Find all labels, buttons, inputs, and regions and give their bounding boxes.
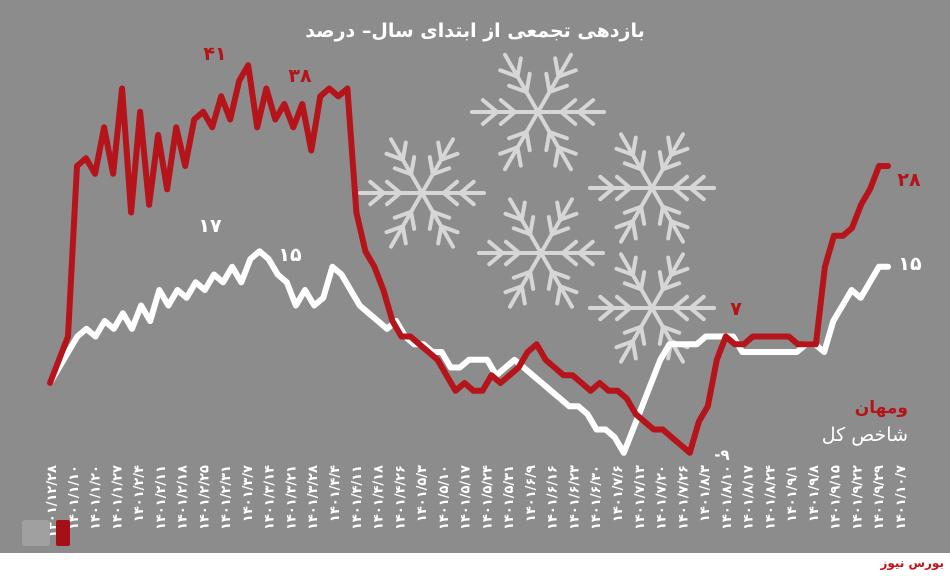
snowflake-decoration [358, 52, 716, 364]
watermark-icon [22, 520, 70, 546]
x-tick-label: ۱۴۰۱/۸/۳ [698, 465, 713, 522]
snowflake-icon [477, 197, 605, 309]
snowflake-icon [588, 252, 716, 364]
data-label: ۱۵ [278, 244, 302, 266]
data-label: ۳۸ [288, 65, 312, 87]
watermark-logo [22, 516, 102, 550]
x-tick-label: ۱۴۰۱/۹/۲۹ [872, 465, 887, 530]
x-tick-label: ۱۴۰۱/۵/۱۷ [459, 465, 474, 530]
x-tick-label: ۱۴۰۱/۲/۴ [132, 465, 147, 522]
data-label: ۱۵ [898, 253, 922, 275]
x-tick-label: ۱۴۰۱/۶/۹ [524, 465, 539, 522]
x-tick-label: ۱۴۰۱/۴/۴ [328, 465, 343, 522]
x-tick-label: ۱۴۰۱/۵/۲۴ [480, 465, 495, 530]
x-tick-label: ۱۴۰۱/۸/۱۰ [720, 465, 735, 530]
x-tick-label: ۱۴۰۱/۸/۲۴ [763, 465, 778, 530]
data-label: ۱۷ [198, 215, 222, 237]
data-label: ۲۸ [897, 169, 921, 191]
snowflake-icon [588, 132, 716, 244]
x-tick-label: ۱۴۰۱/۶/۳۰ [589, 465, 604, 530]
x-tick-label: ۱۴۰۱/۱/۲۷ [110, 465, 125, 530]
legend-series-total-index: شاخص کل [821, 424, 908, 446]
chart-panel [0, 0, 950, 553]
x-tick-label: ۱۴۰۱/۷/۱۳ [633, 465, 648, 530]
x-tick-label: ۱۴۰۱/۲/۳۱ [219, 465, 234, 530]
x-tick-label: ۱۴۰۱/۳/۲۸ [306, 465, 321, 530]
data-label: -۹ [714, 446, 729, 464]
series-lines [47, 62, 891, 456]
series-line-vamehan [47, 62, 891, 456]
x-tick-label: ۱۴۰۱/۵/۱۰ [437, 465, 452, 530]
x-tick-label: ۱۴۰۱/۴/۱۱ [350, 465, 365, 530]
x-tick-label: ۱۴۰۱/۷/۲۰ [655, 465, 670, 530]
x-tick-label: ۱۴۰۱/۷/۲۶ [676, 465, 691, 530]
chart-title: بازدهی تجمعی از ابتدای سال– درصد [305, 20, 645, 42]
data-label: ۴۱ [203, 43, 226, 65]
series-line-total-index [47, 248, 891, 456]
snowflake-icon [358, 137, 486, 249]
x-tick-label: ۱۴۰۱/۹/۱۵ [829, 465, 844, 530]
x-tick-label: ۱۴۰۱/۲/۲۵ [197, 465, 212, 530]
x-tick-label: ۱۴۰۱/۹/۱ [785, 465, 800, 522]
x-tick-label: ۱۴۰۱/۱/۲۰ [89, 465, 104, 530]
x-tick-label: ۱۴۰۱/۹/۲۲ [851, 465, 866, 530]
x-tick-label: ۱۴۰۱/۳/۷ [241, 465, 256, 522]
x-tick-label: ۱۴۰۱/۱۲/۲۸ [45, 465, 60, 538]
x-tick-label: ۱۴۰۱/۳/۱۴ [263, 465, 278, 530]
x-axis-tick-labels: ۱۴۰۱/۱۲/۲۸ ۱۴۰۱/۱/۱۰ ۱۴۰۱/۱/۲۰ ۱۴۰۱/۱/۲۷ ۱۴۰… [45, 465, 909, 538]
x-tick-label: ۱۴۰۱/۲/۱۱ [154, 465, 169, 530]
snowflake-icon [470, 52, 606, 172]
x-tick-label: ۱۴۰۱/۱/۱۰ [67, 465, 82, 530]
x-tick-label: ۱۴۰۱/۲/۱۸ [176, 465, 191, 530]
x-tick-label: ۱۴۰۱/۴/۲۶ [393, 465, 408, 530]
x-tick-label: ۱۴۰۱/۵/۳۱ [502, 465, 517, 530]
x-tick-label: ۱۴۰۱/۳/۲۱ [285, 465, 300, 530]
x-tick-label: ۱۴۰۱/۵/۳ [415, 465, 430, 522]
x-tick-label: ۱۴۰۱/۶/۲۳ [568, 465, 583, 530]
x-tick-label: ۱۴۰۱/۹/۸ [807, 465, 822, 522]
brand-logo-text: بورس نیوز [880, 556, 944, 570]
x-tick-label: ۱۴۰۱/۴/۱۸ [372, 465, 387, 530]
footer-bar [0, 553, 950, 576]
legend-series-vamehan: ومهان [854, 398, 908, 418]
x-tick-label: ۱۴۰۱/۶/۱۶ [546, 465, 561, 530]
data-annotations: ۴۱ ۳۸ ۲۸ ۷ ۱۷ ۱۵ -۹ ۱۵ [198, 43, 922, 464]
x-tick-label: ۱۴۰۱/۸/۱۷ [742, 465, 757, 530]
data-label: ۷ [730, 298, 742, 320]
x-tick-label: ۱۴۰۱/۷/۶ [611, 465, 626, 522]
x-tick-label: ۱۴۰۱/۱۰/۷ [894, 465, 909, 530]
